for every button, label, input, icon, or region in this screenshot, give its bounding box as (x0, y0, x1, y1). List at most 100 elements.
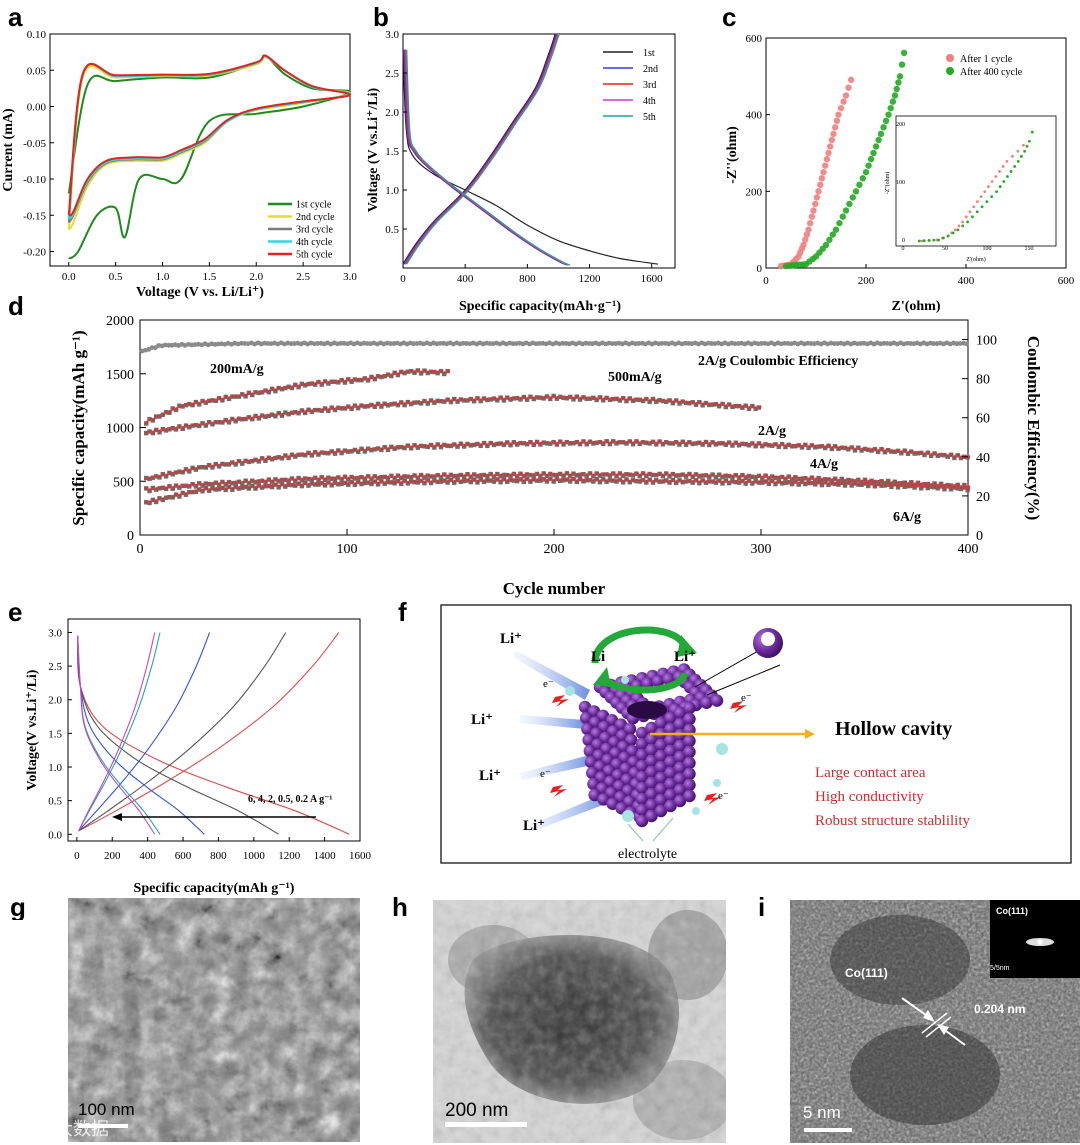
lattice-fringe (921, 1012, 948, 1034)
atom (664, 788, 677, 802)
nyquist-point (895, 79, 902, 86)
atom (651, 675, 665, 688)
lightning-bolt-icon (704, 793, 721, 805)
nyquist-point (800, 241, 807, 249)
panel-b-label: b (373, 2, 389, 32)
inset-point (985, 200, 989, 204)
plot-area (77, 632, 350, 835)
legend-entry: 3rd (643, 80, 656, 91)
inset-point (1023, 149, 1026, 153)
atom (664, 744, 677, 758)
x-tick-label: 400 (958, 542, 979, 557)
capacity-point-red (950, 453, 954, 457)
nyquist-point (832, 124, 839, 131)
atom (654, 716, 668, 730)
axes-frame (139, 319, 969, 536)
plot-area (67, 54, 352, 260)
inset-point (987, 185, 990, 188)
panel-g-label: g (10, 892, 26, 920)
electron-label: e⁻ (718, 790, 729, 802)
capacity-point-red (887, 479, 891, 483)
zoom-line (694, 646, 766, 688)
x-tick-label: 800 (210, 850, 227, 862)
y-tick-label: 3.0 (48, 627, 62, 639)
lightning-bolt-icon (730, 701, 747, 713)
inset-point (980, 205, 984, 209)
inset-x-label: Z'(ohm) (966, 256, 985, 263)
capacity-point-red (145, 420, 149, 424)
inset-point (1002, 180, 1006, 183)
panel-h-label: h (392, 892, 408, 920)
atom (683, 778, 696, 792)
cycle-arrow (591, 626, 689, 664)
y-tick-label: 0.00 (27, 102, 47, 114)
inset-y-tick-label: 0 (902, 238, 905, 244)
axes-frame (49, 33, 351, 267)
inset-x-tick-label: 50 (942, 246, 948, 252)
legend: After 1 cycle After 400 cycle (946, 54, 1023, 78)
x-tick-label: 2.0 (249, 271, 263, 283)
atom (700, 696, 713, 709)
inset-point (971, 215, 974, 219)
cavity-icon (761, 632, 775, 646)
inset-point (966, 220, 969, 224)
y-tick-label: 600 (746, 33, 763, 45)
inset-point (942, 236, 945, 240)
inset-point (1025, 144, 1029, 148)
rate-annotation: 2A/g (758, 424, 786, 439)
y-tick-label: 200 (746, 186, 763, 198)
ce-point (659, 340, 665, 346)
discharge-curve (77, 635, 205, 835)
y-tick-label: -0.05 (23, 138, 46, 150)
rate-annotation: 4A/g (810, 457, 838, 472)
y-tick-label: 0 (127, 529, 134, 544)
x-tick-label: 200 (104, 850, 121, 862)
nyquist-point (812, 200, 819, 208)
electrolyte-pointer (652, 817, 674, 842)
nyquist-point (828, 136, 836, 144)
nyquist-point (867, 155, 875, 163)
y-tick-label: 0.5 (48, 796, 62, 808)
nyquist-point (847, 76, 855, 84)
rate-arrow-head (112, 813, 122, 821)
rate-annotation: 500mA/g (608, 370, 662, 385)
panel-e-label: e (8, 597, 22, 627)
tick-labels: 0 100 200 300 400050010001500200002040608010… (106, 314, 997, 557)
li-beam (520, 715, 585, 729)
capacity-point-red (711, 472, 715, 477)
inset-point (975, 200, 979, 204)
capacity-point-red (804, 443, 808, 447)
atom (673, 739, 687, 753)
atom (673, 794, 687, 808)
inset-point (957, 224, 961, 228)
inset-point (972, 205, 976, 209)
li-ion-label: Li⁺ (674, 649, 696, 665)
atom (673, 783, 687, 797)
atom (664, 755, 677, 769)
atom (635, 770, 649, 784)
y-tick-label: -0.10 (23, 174, 46, 186)
nyquist-point (842, 207, 850, 214)
atom (683, 712, 696, 726)
capacity-point-red (698, 400, 702, 404)
inset-point (1013, 165, 1017, 168)
cv-curve-1 (67, 54, 352, 260)
atom (664, 766, 677, 780)
atom (654, 749, 668, 763)
nyquist-point (856, 181, 863, 189)
capacity-point-red (721, 402, 725, 406)
y-right-tick-label: 60 (976, 412, 990, 427)
discharge-curve (77, 635, 156, 835)
x-axis-label: Voltage (V vs. Li/Li⁺) (136, 285, 264, 300)
panel-e-rate-curves-chart: e 0 200 400 600 800 1000 1200 1400 1600 0.0 0.5 1.0… (8, 597, 372, 896)
capacity-point-red (917, 483, 921, 487)
inset-point (961, 224, 965, 228)
panel-f-schematic: f Li⁺ Li⁺ Li⁺ Li⁺ (398, 597, 1072, 864)
inset-point (975, 210, 979, 214)
x-tick-label: 3.0 (343, 271, 357, 283)
capacity-point-red (416, 368, 421, 372)
capacity-point-red (834, 477, 838, 481)
ce-point (437, 340, 443, 346)
nyquist-point (805, 226, 812, 233)
nyquist-point (808, 213, 816, 220)
